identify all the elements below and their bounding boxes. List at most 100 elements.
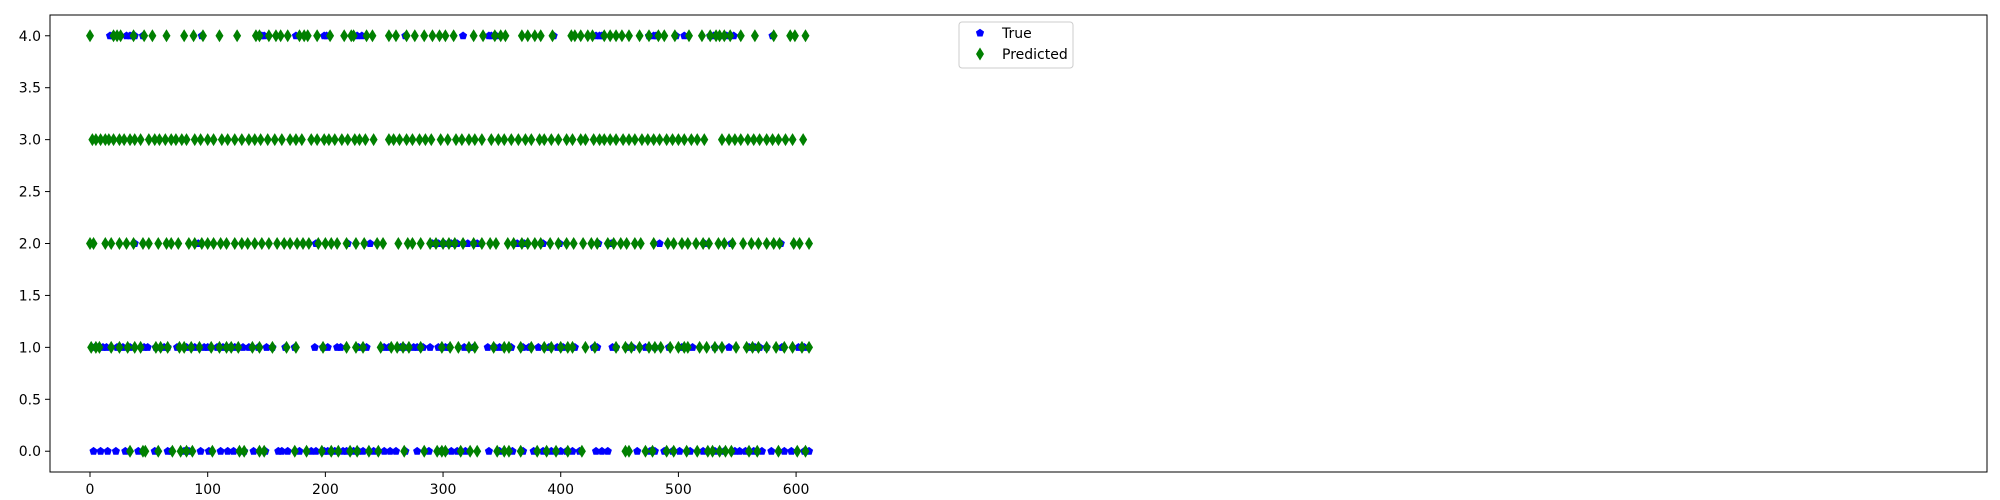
predicted-point [243, 237, 252, 250]
predicted-point [155, 133, 164, 147]
predicted-point [326, 29, 335, 43]
predicted-point [327, 444, 336, 458]
true-point [483, 343, 492, 351]
predicted-point [454, 340, 463, 354]
predicted-point [189, 29, 198, 43]
predicted-point [742, 340, 751, 354]
predicted-point [255, 29, 264, 43]
predicted-point [655, 133, 664, 147]
predicted-point [790, 29, 799, 43]
predicted-point [167, 237, 176, 250]
y-tick-label: 2.5 [19, 185, 41, 201]
predicted-point [376, 340, 385, 354]
predicted-point [677, 237, 686, 250]
predicted-point [374, 444, 383, 458]
true-point [458, 31, 468, 40]
predicted-point [107, 237, 116, 250]
predicted-point [693, 444, 702, 458]
predicted-point [150, 133, 159, 147]
x-tick-label: 500 [665, 482, 692, 498]
predicted-point [720, 29, 729, 43]
predicted-point [727, 444, 736, 458]
predicted-point [479, 29, 488, 43]
predicted-point [504, 444, 513, 458]
predicted-point [656, 340, 665, 354]
predicted-point [663, 237, 672, 250]
true-point [249, 446, 258, 455]
predicted-point [175, 340, 184, 354]
predicted-point [775, 237, 784, 250]
y-tick-label: 0.5 [19, 392, 41, 408]
predicted-point [141, 444, 150, 458]
predicted-point [754, 340, 763, 354]
predicted-point [621, 340, 630, 354]
predicted-point [402, 29, 411, 43]
predicted-point [399, 340, 408, 354]
predicted-point [427, 133, 436, 147]
predicted-point [500, 340, 509, 354]
y-tick-label: 3.0 [19, 133, 41, 149]
predicted-point [319, 340, 328, 354]
predicted-point [721, 444, 730, 458]
predicted-point [530, 29, 539, 43]
predicted-point [379, 237, 388, 250]
predicted-point [687, 133, 696, 147]
predicted-point [364, 444, 373, 458]
true-point [484, 446, 494, 455]
predicted-point [477, 237, 486, 250]
predicted-point [603, 237, 612, 250]
legend-true-symbol [975, 28, 985, 37]
true-point [447, 446, 456, 455]
true-point [380, 446, 389, 455]
predicted-point [805, 340, 814, 354]
true-point [767, 446, 776, 455]
predicted-point [527, 340, 536, 354]
predicted-point [451, 133, 460, 147]
predicted-point [248, 340, 257, 354]
predicted-point [161, 133, 170, 147]
predicted-point [527, 133, 536, 147]
legend-predicted-marker [976, 47, 984, 61]
predicted-point [277, 133, 286, 147]
predicted-point [209, 133, 218, 147]
legend-predicted-symbol [976, 47, 984, 61]
predicted-point [563, 444, 572, 458]
predicted-point [295, 29, 304, 43]
predicted-point [449, 29, 458, 43]
predicted-point [167, 133, 176, 147]
predicted-point [154, 237, 163, 250]
predicted-point [313, 133, 322, 147]
predicted-point [250, 133, 259, 147]
predicted-point [95, 340, 104, 354]
predicted-point [749, 133, 758, 147]
axes: 0 100 200 300 400 500 600 0.0 0.5 1.0 1.5 2.0 2.5 3.0… [19, 29, 810, 498]
predicted-point [627, 340, 636, 354]
predicted-point [554, 133, 563, 147]
legend: True Predicted [958, 21, 1074, 69]
x-tick-label: 0 [86, 482, 95, 498]
predicted-point [662, 133, 671, 147]
predicted-point [669, 237, 678, 250]
predicted-point [291, 340, 300, 354]
predicted-point [162, 237, 171, 250]
predicted-point [581, 133, 590, 147]
predicted-point [89, 237, 98, 250]
predicted-point [222, 340, 231, 354]
predicted-point [182, 133, 191, 147]
x-tick-label: 200 [312, 482, 339, 498]
predicted-point [556, 340, 565, 354]
predicted-point [536, 237, 545, 250]
predicted-point [624, 133, 633, 147]
predicted-point [140, 29, 149, 43]
predicted-point [708, 444, 717, 458]
true-point [196, 446, 205, 455]
predicted-point [428, 29, 437, 43]
predicted-point [600, 29, 609, 43]
predicted-point [197, 237, 206, 250]
predicted-point [437, 340, 446, 354]
predicted-point [190, 133, 199, 147]
predicted-point [115, 133, 124, 147]
predicted-point [162, 29, 171, 43]
predicted-point [693, 133, 702, 147]
predicted-point [793, 444, 802, 458]
